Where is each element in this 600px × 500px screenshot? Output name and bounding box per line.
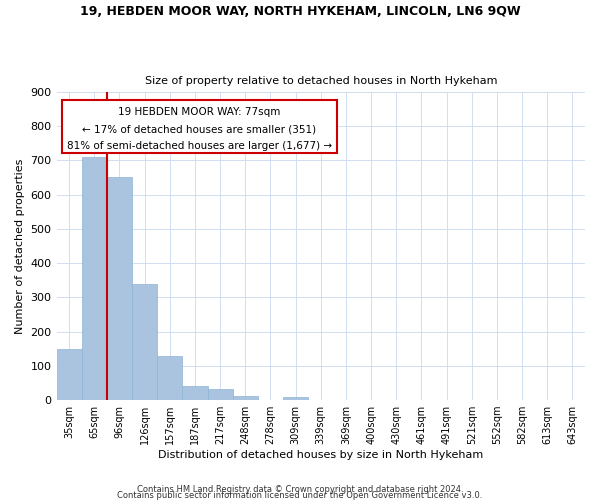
Text: 81% of semi-detached houses are larger (1,677) →: 81% of semi-detached houses are larger (… <box>67 141 332 151</box>
Bar <box>56 348 82 400</box>
Bar <box>157 356 182 400</box>
Text: Contains HM Land Registry data © Crown copyright and database right 2024.: Contains HM Land Registry data © Crown c… <box>137 484 463 494</box>
Text: ← 17% of detached houses are smaller (351): ← 17% of detached houses are smaller (35… <box>82 124 316 134</box>
Bar <box>182 386 208 400</box>
X-axis label: Distribution of detached houses by size in North Hykeham: Distribution of detached houses by size … <box>158 450 484 460</box>
FancyBboxPatch shape <box>62 100 337 154</box>
Y-axis label: Number of detached properties: Number of detached properties <box>15 158 25 334</box>
Title: Size of property relative to detached houses in North Hykeham: Size of property relative to detached ho… <box>145 76 497 86</box>
Text: 19 HEBDEN MOOR WAY: 77sqm: 19 HEBDEN MOOR WAY: 77sqm <box>118 107 280 117</box>
Bar <box>132 284 157 400</box>
Bar <box>107 177 132 400</box>
Bar <box>233 396 258 400</box>
Text: 19, HEBDEN MOOR WAY, NORTH HYKEHAM, LINCOLN, LN6 9QW: 19, HEBDEN MOOR WAY, NORTH HYKEHAM, LINC… <box>80 5 520 18</box>
Bar <box>208 389 233 400</box>
Bar <box>283 396 308 400</box>
Text: Contains public sector information licensed under the Open Government Licence v3: Contains public sector information licen… <box>118 490 482 500</box>
Bar <box>82 157 107 400</box>
